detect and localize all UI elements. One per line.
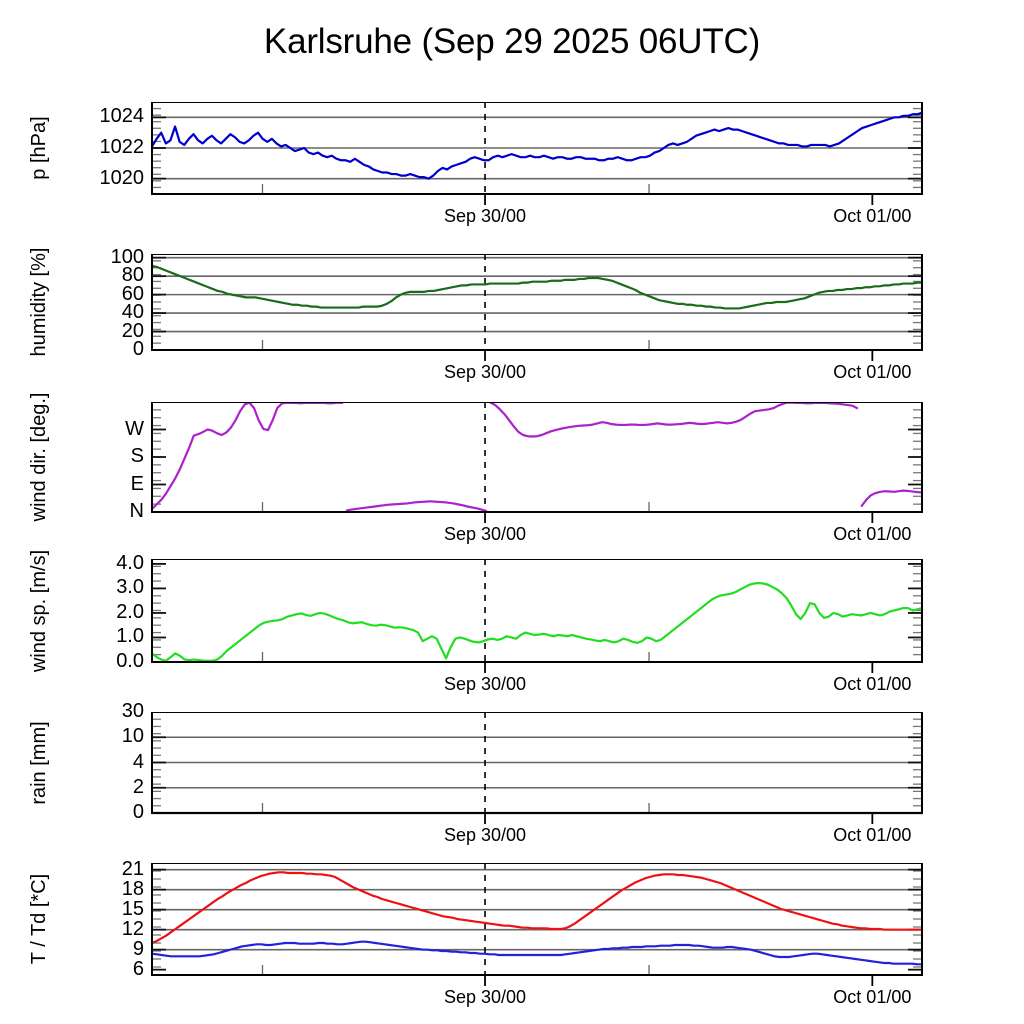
y-tick-label-pressure-1: 1022 <box>99 136 145 158</box>
x-tick-label-wind_speed-0: Sep 30/00 <box>443 674 527 694</box>
y-tick-label-wind_direction-2: S <box>130 445 144 467</box>
x-tick-label-pressure-1: Oct 01/00 <box>833 206 912 226</box>
panel-temperature_dewpoint: T / Td [*C] 6 9 12 15 18 21 Sep 30/00 Oct 01/00 <box>0 858 1024 1015</box>
y-tick-label-temperature_dewpoint-3: 15 <box>121 897 144 920</box>
x-tick-label-humidity-0: Sep 30/00 <box>443 362 527 382</box>
y-tick-label-humidity-5: 100 <box>110 245 144 268</box>
x-tick-label-wind_direction-0: Sep 30/00 <box>443 524 527 544</box>
plot-temperature_dewpoint <box>150 863 924 986</box>
panel-rain: rain [mm] 0 2 4 10 30 Sep 30/00 Oct 01/00 <box>0 700 1024 853</box>
y-tick-label-rain-2: 4 <box>132 750 144 773</box>
y-tick-label-wind_speed-4: 4.0 <box>116 551 144 574</box>
panel-wind_direction: wind dir. [deg.] N E S W Sep 30/00 Oct 01/00 <box>0 393 1024 552</box>
y-tick-label-pressure-0: 1020 <box>99 166 145 189</box>
plot-rain <box>150 712 924 824</box>
y-tick-label-temperature_dewpoint-5: 21 <box>121 857 144 880</box>
y-tick-label-humidity-2: 40 <box>121 301 144 324</box>
x-tick-label-temperature_dewpoint-0: Sep 30/00 <box>443 987 527 1007</box>
x-tick-label-pressure-0: Sep 30/00 <box>443 206 527 226</box>
y-tick-label-rain-0: 0 <box>132 801 144 823</box>
x-tick-label-rain-1: Oct 01/00 <box>833 825 912 845</box>
y-tick-label-wind_direction-3: W <box>125 417 144 440</box>
x-tick-label-wind_direction-1: Oct 01/00 <box>833 524 912 544</box>
plot-humidity <box>150 254 924 361</box>
y-tick-label-wind_direction-0: N <box>129 500 144 522</box>
plot-pressure <box>150 102 924 205</box>
panel-pressure: p [hPa] 1020 1022 1024 Sep 30/00 Oct 01/00 <box>0 102 1024 234</box>
plot-wind_speed <box>150 559 924 673</box>
x-tick-label-temperature_dewpoint-1: Oct 01/00 <box>833 987 912 1007</box>
x-tick-label-wind_speed-1: Oct 01/00 <box>833 674 912 694</box>
y-tick-label-humidity-3: 60 <box>121 282 144 305</box>
y-tick-label-humidity-4: 80 <box>121 264 144 287</box>
y-tick-label-temperature_dewpoint-1: 9 <box>132 937 144 960</box>
y-tick-label-rain-4: 30 <box>121 700 144 722</box>
plot-wind_direction <box>150 402 924 523</box>
panel-humidity: humidity [%] 0 20 40 60 80 100 Sep 30/00 Oct 01/… <box>0 246 1024 390</box>
y-tick-label-temperature_dewpoint-4: 18 <box>121 877 144 900</box>
y-tick-label-rain-3: 10 <box>121 725 144 748</box>
y-tick-label-wind_speed-2: 2.0 <box>116 600 144 623</box>
x-tick-label-humidity-1: Oct 01/00 <box>833 362 912 382</box>
y-tick-label-temperature_dewpoint-2: 12 <box>121 917 144 940</box>
y-tick-label-humidity-0: 0 <box>132 338 144 360</box>
panel-wind_speed: wind sp. [m/s] 0.0 1.0 2.0 3.0 4.0 Sep 30/00 Oc… <box>0 549 1024 702</box>
y-tick-label-wind_speed-0: 0.0 <box>116 650 144 672</box>
y-tick-label-wind_speed-1: 1.0 <box>116 625 144 648</box>
page-title: Karlsruhe (Sep 29 2025 06UTC) <box>263 22 761 61</box>
x-tick-label-rain-0: Sep 30/00 <box>443 825 527 845</box>
y-tick-label-wind_speed-3: 3.0 <box>116 576 144 599</box>
y-tick-label-pressure-2: 1024 <box>99 105 145 128</box>
y-tick-label-rain-1: 2 <box>132 775 144 798</box>
y-tick-label-humidity-1: 20 <box>121 319 144 342</box>
y-tick-label-temperature_dewpoint-0: 6 <box>132 957 144 980</box>
y-tick-label-wind_direction-1: E <box>130 472 144 495</box>
